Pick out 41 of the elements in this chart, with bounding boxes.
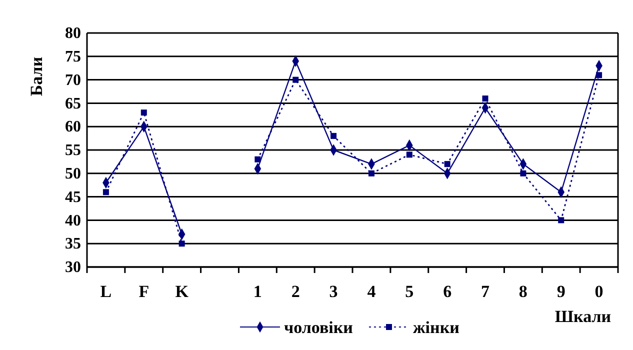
x-tick-label: F (138, 282, 150, 302)
y-tick-label: 70 (65, 72, 81, 89)
x-axis-title: Шкали (554, 307, 612, 326)
x-tick-label: 4 (367, 282, 376, 302)
point (178, 240, 185, 247)
y-tick-label: 80 (65, 25, 81, 42)
y-tick-label: 30 (65, 259, 81, 276)
point (482, 96, 488, 102)
y-tick-label: 35 (65, 236, 81, 253)
point (292, 76, 299, 83)
legend-label: жінки (412, 318, 460, 337)
x-tick-label: 0 (594, 282, 604, 302)
point (596, 72, 602, 78)
point (140, 110, 147, 116)
x-tick-label: 9 (556, 282, 566, 302)
y-tick-label: 50 (65, 166, 81, 183)
y-tick-label: 45 (65, 188, 81, 206)
point (330, 132, 337, 139)
y-tick-label: 40 (65, 212, 81, 230)
x-tick-label: K (175, 282, 190, 302)
x-tick-label: 5 (405, 282, 414, 302)
point (558, 217, 564, 224)
point (254, 156, 261, 162)
y-tick-label: 55 (65, 142, 81, 160)
y-tick-label: 75 (65, 48, 81, 66)
legend-label: чоловіки (284, 318, 354, 337)
point (102, 189, 109, 196)
x-tick-label: 7 (481, 282, 490, 302)
x-tick-label: 6 (443, 282, 452, 302)
x-tick-label: 3 (329, 282, 338, 302)
x-tick-label: 1 (253, 282, 262, 302)
point (368, 170, 374, 176)
y-tick-label: 65 (65, 95, 81, 112)
y-axis-title: Бали (27, 56, 46, 96)
x-tick-label: L (100, 282, 112, 302)
y-tick-label: 60 (65, 118, 81, 136)
point (520, 170, 526, 176)
x-tick-label: 2 (291, 282, 300, 302)
x-tick-label: 8 (518, 282, 528, 302)
point (444, 161, 450, 168)
point (406, 152, 412, 158)
